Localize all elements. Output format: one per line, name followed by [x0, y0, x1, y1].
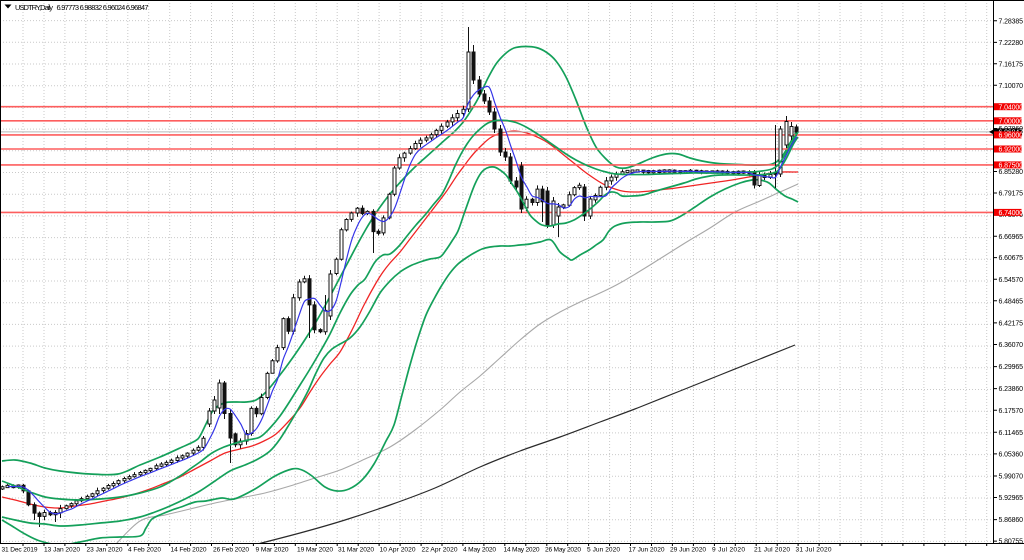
svg-text:31 Jul 2020: 31 Jul 2020 — [796, 547, 832, 554]
svg-text:6.74000: 6.74000 — [999, 210, 1024, 217]
svg-text:6.29965: 6.29965 — [999, 364, 1024, 371]
svg-text:5.99070: 5.99070 — [999, 474, 1024, 481]
svg-text:6.66965: 6.66965 — [999, 234, 1024, 241]
svg-text:31 Dec 2019: 31 Dec 2019 — [2, 547, 38, 554]
svg-text:6.87500: 6.87500 — [999, 163, 1024, 170]
svg-text:6.60675: 6.60675 — [999, 255, 1024, 262]
svg-text:26 Feb 2020: 26 Feb 2020 — [213, 547, 249, 554]
svg-text:29 Jun 2020: 29 Jun 2020 — [670, 547, 706, 554]
svg-text:17 Jun 2020: 17 Jun 2020 — [629, 547, 665, 554]
svg-text:6.23860: 6.23860 — [999, 386, 1024, 393]
svg-text:5.86860: 5.86860 — [999, 517, 1024, 524]
svg-text:19 Mar 2020: 19 Mar 2020 — [297, 547, 333, 554]
svg-text:6.05360: 6.05360 — [999, 452, 1024, 459]
svg-text:6.36070: 6.36070 — [999, 342, 1024, 349]
svg-text:23 Jan 2020: 23 Jan 2020 — [87, 547, 123, 554]
svg-text:7.00000: 7.00000 — [999, 118, 1024, 125]
svg-text:14 May 2020: 14 May 2020 — [504, 547, 540, 554]
svg-text:6.96000: 6.96000 — [999, 133, 1024, 140]
svg-text:7.28385: 7.28385 — [999, 18, 1024, 25]
svg-text:6.97773 6.98832 6.96024 6.9684: 6.97773 6.98832 6.96024 6.96847 — [57, 3, 149, 12]
svg-text:6.17570: 6.17570 — [999, 408, 1024, 415]
svg-text:7.10070: 7.10070 — [999, 83, 1024, 90]
svg-text:USDTRY,Daily: USDTRY,Daily — [15, 3, 53, 12]
svg-text:5.92965: 5.92965 — [999, 495, 1024, 502]
svg-text:7.22280: 7.22280 — [999, 40, 1024, 47]
svg-text:4 May 2020: 4 May 2020 — [463, 547, 496, 554]
svg-text:6.48465: 6.48465 — [999, 298, 1024, 305]
svg-text:9 Mar 2020: 9 Mar 2020 — [256, 547, 289, 554]
svg-text:9 Jul 2020: 9 Jul 2020 — [712, 547, 745, 554]
svg-text:4 Feb 2020: 4 Feb 2020 — [128, 547, 161, 554]
svg-text:21 Jul 2020: 21 Jul 2020 — [754, 547, 790, 554]
svg-text:5.80755: 5.80755 — [999, 539, 1024, 546]
svg-text:13 Jan 2020: 13 Jan 2020 — [44, 547, 80, 554]
svg-text:7.16175: 7.16175 — [999, 61, 1024, 68]
svg-text:5 Jun 2020: 5 Jun 2020 — [587, 547, 620, 554]
svg-text:22 Apr 2020: 22 Apr 2020 — [422, 547, 458, 554]
svg-text:14 Feb 2020: 14 Feb 2020 — [171, 547, 207, 554]
svg-text:6.79175: 6.79175 — [999, 191, 1024, 198]
svg-text:6.92000: 6.92000 — [999, 147, 1024, 154]
svg-text:7.04000: 7.04000 — [999, 104, 1024, 111]
svg-text:31 Mar 2020: 31 Mar 2020 — [338, 547, 374, 554]
svg-text:6.85280: 6.85280 — [999, 169, 1024, 176]
svg-text:6.42175: 6.42175 — [999, 321, 1024, 328]
svg-text:26 May 2020: 26 May 2020 — [545, 547, 581, 554]
svg-text:10 Apr 2020: 10 Apr 2020 — [380, 547, 416, 554]
svg-text:6.54570: 6.54570 — [999, 277, 1024, 284]
svg-text:6.11465: 6.11465 — [999, 430, 1024, 437]
